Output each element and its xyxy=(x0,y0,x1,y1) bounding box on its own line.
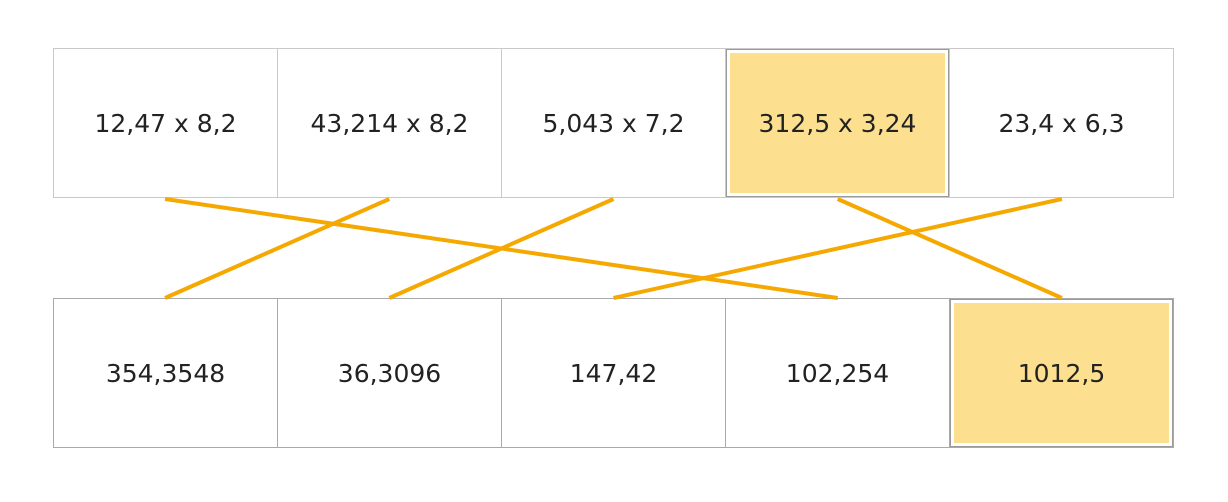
problem-card-4[interactable]: 312,5 x 3,24 xyxy=(726,49,950,197)
problem-label: 12,47 x 8,2 xyxy=(94,108,237,138)
problem-card-2[interactable]: 43,214 x 8,2 xyxy=(278,49,502,197)
problem-card-3[interactable]: 5,043 x 7,2 xyxy=(502,49,726,197)
match-line-3 xyxy=(388,197,615,300)
answer-label: 147,42 xyxy=(569,358,658,388)
match-line-1 xyxy=(164,197,838,300)
match-line-4 xyxy=(836,197,1063,300)
problem-label: 23,4 x 6,3 xyxy=(998,108,1125,138)
match-line-5 xyxy=(613,197,1063,300)
answer-card-4[interactable]: 102,254 xyxy=(726,299,950,447)
answer-label: 1012,5 xyxy=(1017,358,1106,388)
problem-row: 12,47 x 8,2 43,214 x 8,2 5,043 x 7,2 312… xyxy=(53,48,1174,198)
match-line-2 xyxy=(164,197,391,300)
problem-card-1[interactable]: 12,47 x 8,2 xyxy=(54,49,278,197)
answer-card-2[interactable]: 36,3096 xyxy=(278,299,502,447)
answer-row: 354,3548 36,3096 147,42 102,254 1012,5 xyxy=(53,298,1174,448)
problem-card-5[interactable]: 23,4 x 6,3 xyxy=(950,49,1173,197)
selection-highlight xyxy=(730,53,945,193)
answer-label: 354,3548 xyxy=(105,358,226,388)
answer-label: 36,3096 xyxy=(337,358,442,388)
answer-label: 102,254 xyxy=(785,358,890,388)
answer-card-5[interactable]: 1012,5 xyxy=(950,299,1173,447)
answer-card-1[interactable]: 354,3548 xyxy=(54,299,278,447)
problem-label: 43,214 x 8,2 xyxy=(310,108,469,138)
selection-highlight xyxy=(954,303,1169,443)
answer-card-3[interactable]: 147,42 xyxy=(502,299,726,447)
problem-label: 5,043 x 7,2 xyxy=(542,108,685,138)
problem-label: 312,5 x 3,24 xyxy=(758,108,917,138)
